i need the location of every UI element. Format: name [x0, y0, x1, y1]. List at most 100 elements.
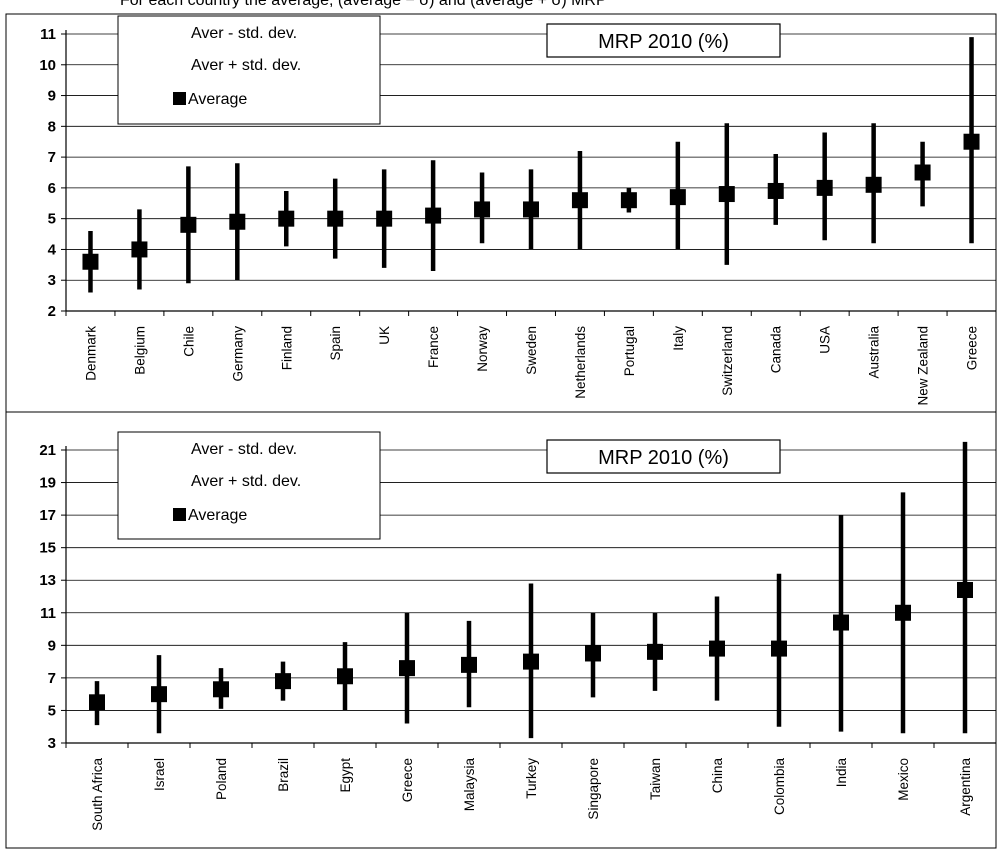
average-marker	[585, 645, 601, 662]
x-category-label: Mexico	[896, 758, 911, 801]
average-marker	[718, 186, 735, 203]
average-marker	[89, 694, 105, 711]
legend-marker	[173, 508, 186, 521]
x-category-label: France	[426, 326, 441, 368]
x-category-label: Singapore	[586, 758, 601, 820]
average-marker	[647, 643, 663, 660]
x-category-label: India	[834, 758, 849, 788]
average-marker	[620, 192, 637, 209]
average-marker	[180, 216, 197, 233]
x-category-label: Netherlands	[573, 326, 588, 399]
y-tick-label: 15	[39, 540, 56, 557]
y-tick-label: 11	[40, 605, 56, 622]
x-category-label: Argentina	[958, 758, 973, 816]
average-marker	[213, 681, 229, 698]
x-category-label: Australia	[867, 326, 882, 379]
x-category-label: China	[710, 758, 725, 794]
average-marker	[669, 189, 686, 206]
x-category-label: Canada	[769, 326, 784, 374]
average-marker	[474, 201, 491, 218]
y-tick-label: 6	[48, 180, 56, 197]
average-marker	[461, 656, 477, 673]
average-marker	[816, 179, 833, 196]
y-tick-label: 5	[48, 702, 56, 719]
chart-title: MRP 2010 (%)	[598, 31, 729, 53]
y-tick-label: 21	[39, 442, 56, 459]
x-category-label: USA	[818, 326, 833, 354]
average-marker	[376, 210, 393, 227]
y-tick-label: 9	[48, 88, 56, 105]
y-tick-label: 5	[48, 211, 56, 228]
x-category-label: Chile	[181, 326, 196, 357]
average-marker	[571, 192, 588, 209]
chart-title-box	[546, 23, 781, 58]
y-tick-label: 2	[48, 303, 56, 320]
x-category-label: Turkey	[524, 758, 539, 799]
x-category-label: Colombia	[772, 758, 787, 816]
x-category-label: Finland	[279, 326, 294, 370]
x-category-label: Spain	[328, 326, 343, 361]
average-marker	[275, 673, 291, 690]
legend-marker	[173, 92, 186, 105]
panel-frame	[5, 411, 997, 849]
legend-box	[117, 15, 381, 125]
x-category-label: New Zealand	[916, 326, 931, 406]
y-tick-label: 3	[48, 272, 56, 289]
y-tick-label: 3	[48, 735, 56, 752]
y-tick-label: 4	[48, 241, 57, 258]
chart-title: MRP 2010 (%)	[598, 447, 729, 469]
average-marker	[767, 182, 784, 199]
x-category-label: Denmark	[83, 326, 98, 381]
legend-entry: Aver - std. dev.	[191, 25, 297, 42]
y-tick-label: 10	[39, 57, 56, 74]
figure-caption: For each country the average, (average −…	[120, 0, 607, 9]
x-category-label: Greece	[965, 326, 980, 370]
y-tick-label: 17	[39, 507, 56, 524]
chart-title-box	[546, 439, 781, 474]
x-category-label: South Africa	[90, 758, 105, 831]
legend-entry: Aver + std. dev.	[191, 57, 301, 74]
legend-entry: Average	[188, 91, 247, 108]
x-category-label: Poland	[214, 758, 229, 800]
x-category-label: UK	[377, 326, 392, 345]
average-marker	[957, 581, 973, 598]
average-marker	[895, 604, 911, 621]
y-tick-label: 13	[39, 572, 56, 589]
x-category-label: Italy	[671, 326, 686, 351]
legend-box	[117, 431, 381, 540]
legend-entry: Aver - std. dev.	[191, 441, 297, 458]
average-marker	[914, 164, 931, 181]
y-tick-label: 7	[48, 149, 56, 166]
average-marker	[151, 686, 167, 703]
average-marker	[399, 660, 415, 677]
x-category-label: Egypt	[338, 758, 353, 793]
average-marker	[337, 668, 353, 685]
y-tick-label: 9	[48, 637, 56, 654]
average-marker	[523, 201, 539, 218]
average-marker	[523, 653, 539, 670]
y-tick-label: 7	[48, 670, 56, 687]
x-category-label: Germany	[230, 326, 245, 382]
x-category-label: Norway	[475, 326, 490, 372]
average-marker	[963, 133, 980, 150]
average-marker	[278, 210, 295, 227]
y-tick-label: 19	[39, 475, 56, 492]
legend-entry: Average	[188, 507, 247, 524]
x-category-label: Switzerland	[720, 326, 735, 396]
y-tick-label: 8	[48, 118, 56, 135]
average-marker	[833, 614, 849, 631]
x-category-label: Israel	[152, 758, 167, 791]
y-tick-label: 11	[40, 26, 56, 43]
average-marker	[865, 176, 882, 193]
x-category-label: Greece	[400, 758, 415, 802]
average-marker	[327, 210, 344, 227]
average-marker	[425, 207, 442, 224]
average-marker	[82, 253, 99, 270]
legend-entry: Aver + std. dev.	[191, 473, 301, 490]
x-category-label: Portugal	[622, 326, 637, 376]
x-category-label: Taiwan	[648, 758, 663, 800]
average-marker	[229, 213, 246, 230]
average-marker	[131, 241, 148, 258]
average-marker	[771, 640, 787, 657]
